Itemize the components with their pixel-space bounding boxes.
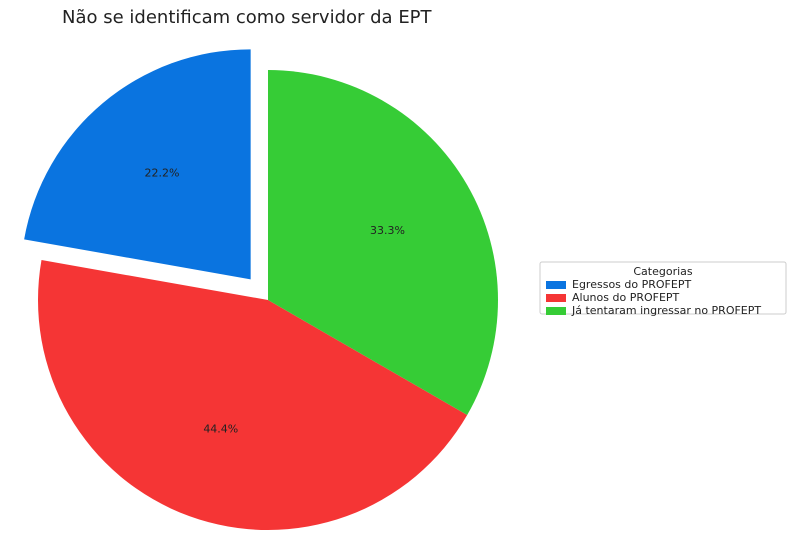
- legend-title: Categorias: [633, 265, 693, 278]
- slice-label: 44.4%: [203, 423, 238, 436]
- legend-swatch: [546, 294, 566, 302]
- legend-box: [539, 261, 787, 315]
- legend-swatch: [546, 281, 566, 289]
- legend-swatch: [546, 307, 566, 315]
- pie-slice: [38, 260, 468, 530]
- legend-label: Alunos do PROFEPT: [572, 291, 680, 304]
- slice-label: 33.3%: [370, 224, 405, 237]
- pie-slice: [24, 49, 251, 280]
- slice-label: 22.2%: [144, 167, 179, 180]
- legend-label: Egressos do PROFEPT: [572, 278, 691, 291]
- pie-slice: [268, 70, 498, 415]
- legend-label: Já tentaram ingressar no PROFEPT: [571, 304, 761, 317]
- chart-title: Não se identificam como servidor da EPT: [62, 7, 433, 28]
